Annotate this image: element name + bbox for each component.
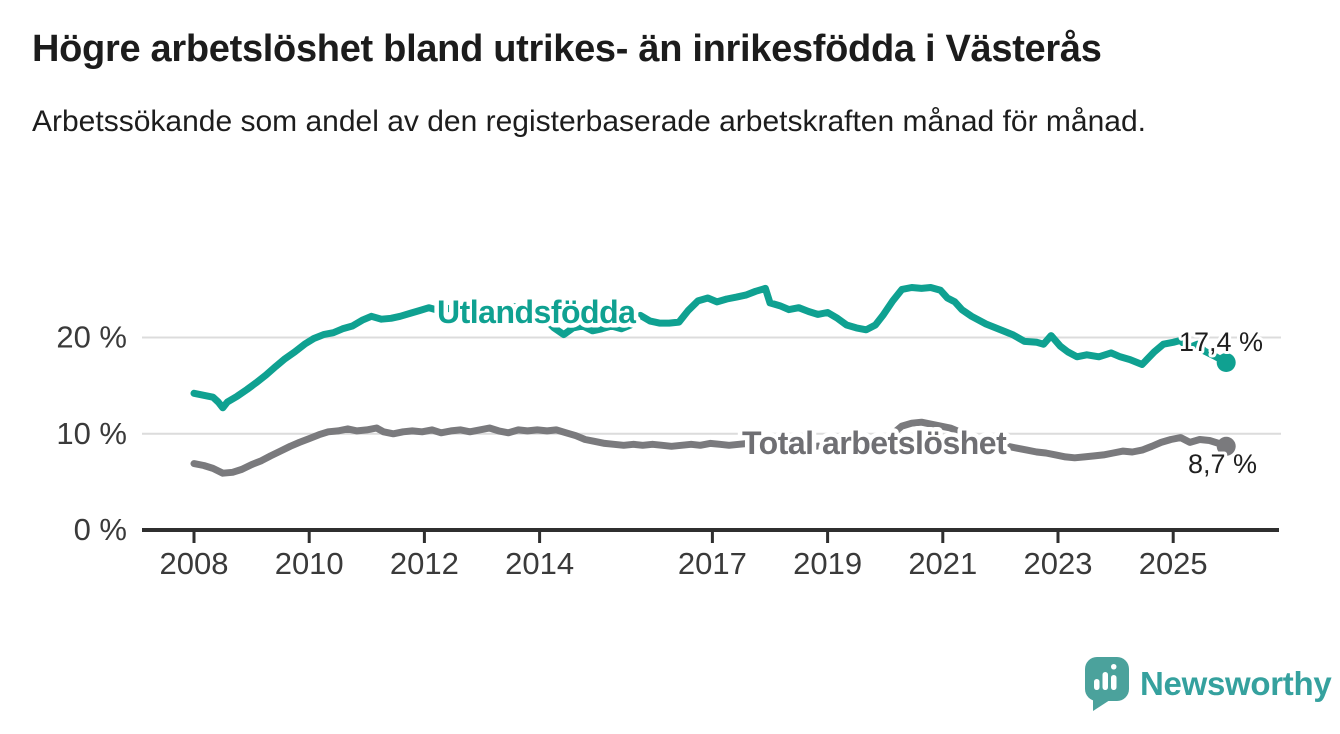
chart-header: Högre arbetslöshet bland utrikes- än inr… [32, 26, 1312, 142]
y-tick-label: 20 % [56, 320, 127, 355]
line-utlandsfodda [190, 284, 1230, 412]
end-dot-utlandsfodda [1216, 353, 1236, 372]
x-tick-label: 2023 [1024, 546, 1093, 581]
x-axis-ticks: 2008 2010 2012 2014 2017 2019 2021 2023 2025 [160, 530, 1208, 581]
series-label-total: Total arbetslöshet [742, 425, 1007, 461]
x-tick-label: 2017 [678, 546, 747, 581]
chart-subtitle: Arbetssökande som andel av den registerb… [32, 104, 1146, 138]
line-total-arbetsloshet [190, 418, 1230, 477]
page-title: Högre arbetslöshet bland utrikes- än inr… [32, 28, 1102, 70]
end-value-utlandsfodda: 17,4 % [1179, 327, 1263, 357]
newsworthy-wordmark: Newsworthy [1140, 665, 1332, 702]
end-value-total: 8,7 % [1188, 449, 1257, 479]
y-tick-label: 0 % [74, 512, 127, 547]
series-lines [190, 284, 1230, 477]
x-tick-label: 2019 [793, 546, 862, 581]
x-tick-label: 2014 [505, 546, 574, 581]
y-tick-label: 10 % [56, 416, 127, 451]
newsworthy-logo: Newsworthy [1085, 657, 1333, 711]
series-label-utlandsfodda: Utlandsfödda [437, 294, 636, 330]
end-dot-total [1216, 436, 1236, 456]
y-axis-labels: 0 % 10 % 20 % [56, 320, 127, 548]
x-tick-label: 2010 [275, 546, 344, 581]
x-tick-label: 2021 [908, 546, 977, 581]
newsworthy-bubble-icon [1085, 657, 1129, 711]
x-tick-label: 2025 [1139, 546, 1208, 581]
x-tick-label: 2012 [390, 546, 459, 581]
x-tick-label: 2008 [160, 546, 229, 581]
